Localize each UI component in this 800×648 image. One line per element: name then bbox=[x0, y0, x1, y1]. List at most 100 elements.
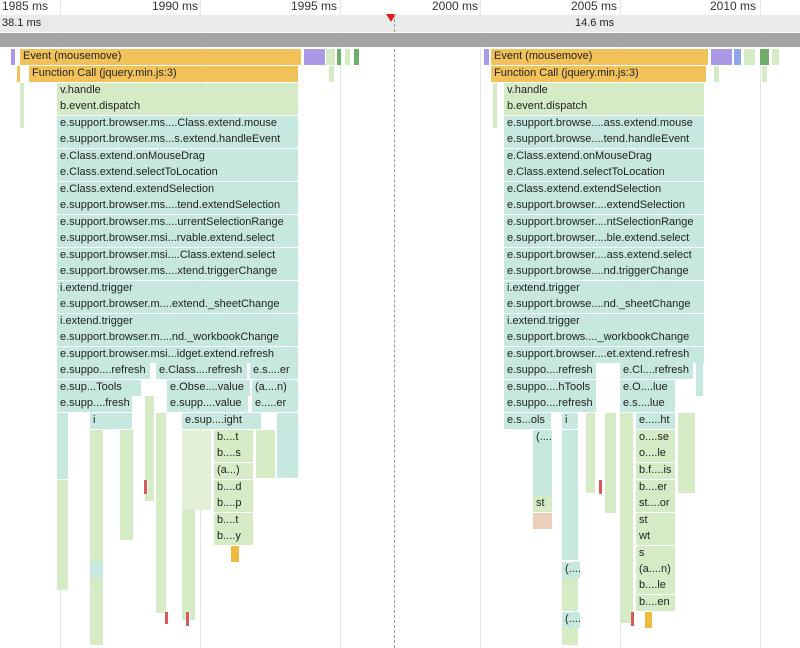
call-block[interactable]: (a....n) bbox=[636, 562, 676, 578]
call-block[interactable] bbox=[599, 480, 603, 494]
event-block[interactable] bbox=[760, 49, 770, 65]
call-block[interactable]: st....or bbox=[636, 496, 676, 512]
call-block[interactable]: e.Class.extend.extendSelection bbox=[57, 182, 299, 198]
call-block[interactable]: e.s...ols bbox=[504, 413, 552, 429]
event-block[interactable] bbox=[304, 49, 326, 65]
call-block[interactable]: i bbox=[562, 413, 579, 429]
call-block[interactable]: e.support.brows...._workbookChange bbox=[504, 330, 705, 346]
call-block[interactable]: st bbox=[533, 496, 553, 512]
call-block[interactable] bbox=[165, 612, 169, 624]
call-block[interactable]: b....s bbox=[214, 446, 254, 462]
call-block[interactable]: e.suppo....hTools bbox=[504, 380, 597, 396]
call-block[interactable]: e.support.browser.ms...s.extend.handleEv… bbox=[57, 132, 299, 148]
frame-duration-left[interactable]: 38.1 ms bbox=[2, 17, 42, 29]
call-block[interactable] bbox=[144, 480, 148, 494]
frame-duration-right[interactable]: 14.6 ms bbox=[575, 17, 615, 29]
event-block[interactable] bbox=[354, 49, 360, 65]
call-block[interactable] bbox=[533, 513, 553, 529]
call-block[interactable]: (a...) bbox=[214, 463, 254, 479]
call-block[interactable] bbox=[277, 413, 299, 478]
call-block[interactable]: e.....ht bbox=[636, 413, 676, 429]
event-block[interactable] bbox=[345, 49, 351, 65]
call-block[interactable] bbox=[256, 430, 276, 478]
call-block[interactable] bbox=[57, 480, 69, 590]
event-block[interactable]: Event (mousemove) bbox=[491, 49, 709, 65]
event-block[interactable] bbox=[711, 49, 733, 65]
call-block[interactable]: s bbox=[636, 546, 676, 562]
call-block[interactable] bbox=[562, 628, 579, 645]
call-block[interactable]: e.O....lue bbox=[620, 380, 676, 396]
call-block[interactable]: (a....n) bbox=[252, 380, 299, 396]
call-block[interactable] bbox=[620, 413, 634, 623]
event-block[interactable] bbox=[772, 49, 780, 65]
call-block[interactable]: e.support.browse....nd._sheetChange bbox=[504, 297, 705, 313]
call-block[interactable] bbox=[145, 396, 155, 501]
call-block[interactable]: e.Class....refresh bbox=[156, 363, 248, 379]
call-block[interactable]: e.Class.extend.selectToLocation bbox=[504, 165, 705, 181]
call-block[interactable]: e.support.browser....et.extend.refresh bbox=[504, 347, 705, 363]
call-block[interactable] bbox=[493, 83, 498, 128]
call-block[interactable]: b....p bbox=[214, 496, 254, 512]
call-block[interactable]: e.supp....value bbox=[167, 396, 249, 412]
call-block[interactable]: e.support.browse....tend.handleEvent bbox=[504, 132, 705, 148]
call-block[interactable]: e.support.browser.msi....Class.extend.se… bbox=[57, 248, 299, 264]
call-block[interactable]: e.support.browse....nd.triggerChange bbox=[504, 264, 705, 280]
call-block[interactable]: e.support.browser.ms....Class.extend.mou… bbox=[57, 116, 299, 132]
call-block[interactable]: b.event.dispatch bbox=[504, 99, 705, 115]
event-block[interactable] bbox=[337, 49, 342, 65]
event-block[interactable]: Event (mousemove) bbox=[20, 49, 302, 65]
call-block[interactable]: e.support.browser.ms....tend.extendSelec… bbox=[57, 198, 299, 214]
call-block[interactable]: e.Class.extend.onMouseDrag bbox=[504, 149, 705, 165]
event-block[interactable] bbox=[326, 49, 336, 65]
call-block[interactable]: e.support.browser.msi...rvable.extend.se… bbox=[57, 231, 299, 247]
call-block[interactable] bbox=[186, 612, 190, 626]
call-block[interactable]: (.... bbox=[562, 612, 581, 628]
event-block[interactable] bbox=[484, 49, 490, 65]
call-block[interactable]: e.Obse....value bbox=[167, 380, 251, 396]
call-block[interactable] bbox=[231, 546, 240, 562]
call-block[interactable] bbox=[696, 363, 704, 396]
frames-track[interactable] bbox=[0, 15, 800, 32]
call-block[interactable]: e.support.browser.m....nd._workbookChang… bbox=[57, 330, 299, 346]
call-block[interactable] bbox=[182, 510, 196, 620]
call-block[interactable]: b....t bbox=[214, 430, 254, 446]
call-block[interactable]: e.....er bbox=[252, 396, 299, 412]
call-block[interactable] bbox=[90, 430, 104, 645]
call-block[interactable]: e.support.browser.ms....xtend.triggerCha… bbox=[57, 264, 299, 280]
call-block[interactable]: e.Class.extend.onMouseDrag bbox=[57, 149, 299, 165]
call-block[interactable] bbox=[562, 578, 579, 611]
call-block[interactable] bbox=[586, 413, 596, 493]
call-block[interactable]: e.Class.extend.extendSelection bbox=[504, 182, 705, 198]
call-block[interactable]: b....en bbox=[636, 595, 676, 611]
call-block[interactable]: i.extend.trigger bbox=[504, 314, 705, 330]
call-block[interactable]: e.supp....fresh bbox=[57, 396, 133, 412]
call-block[interactable]: v.handle bbox=[57, 83, 299, 99]
call-block[interactable] bbox=[57, 413, 69, 479]
call-block[interactable]: e.sup...Tools bbox=[57, 380, 142, 396]
call-block[interactable]: e.support.browser.msi...idget.extend.ref… bbox=[57, 347, 299, 363]
call-block[interactable]: (.... bbox=[562, 562, 581, 578]
call-block[interactable] bbox=[678, 413, 696, 493]
event-block[interactable] bbox=[11, 49, 16, 65]
call-block[interactable]: st bbox=[636, 513, 676, 529]
call-block[interactable]: wt bbox=[636, 529, 676, 545]
call-block[interactable] bbox=[182, 430, 212, 510]
event-block[interactable] bbox=[734, 49, 742, 65]
call-block[interactable]: b....er bbox=[636, 480, 676, 496]
function-call-block[interactable] bbox=[17, 66, 21, 82]
call-block[interactable]: e.sup....ight bbox=[182, 413, 262, 429]
call-block[interactable]: e.Class.extend.selectToLocation bbox=[57, 165, 299, 181]
call-block[interactable]: b....y bbox=[214, 529, 254, 545]
call-block[interactable]: e.support.browser....ass.extend.select bbox=[504, 248, 705, 264]
call-block[interactable]: b....t bbox=[214, 513, 254, 529]
call-block[interactable]: e.support.browser.m....extend._sheetChan… bbox=[57, 297, 299, 313]
call-block[interactable]: b.f....is bbox=[636, 463, 676, 479]
call-block[interactable] bbox=[762, 66, 768, 82]
call-block[interactable] bbox=[156, 413, 167, 613]
call-block[interactable]: o....le bbox=[636, 446, 676, 462]
call-block[interactable]: b....le bbox=[636, 578, 676, 594]
call-block[interactable]: (.... bbox=[533, 430, 553, 446]
call-block[interactable]: e.suppo....refresh bbox=[504, 363, 597, 379]
call-block[interactable] bbox=[120, 430, 134, 540]
